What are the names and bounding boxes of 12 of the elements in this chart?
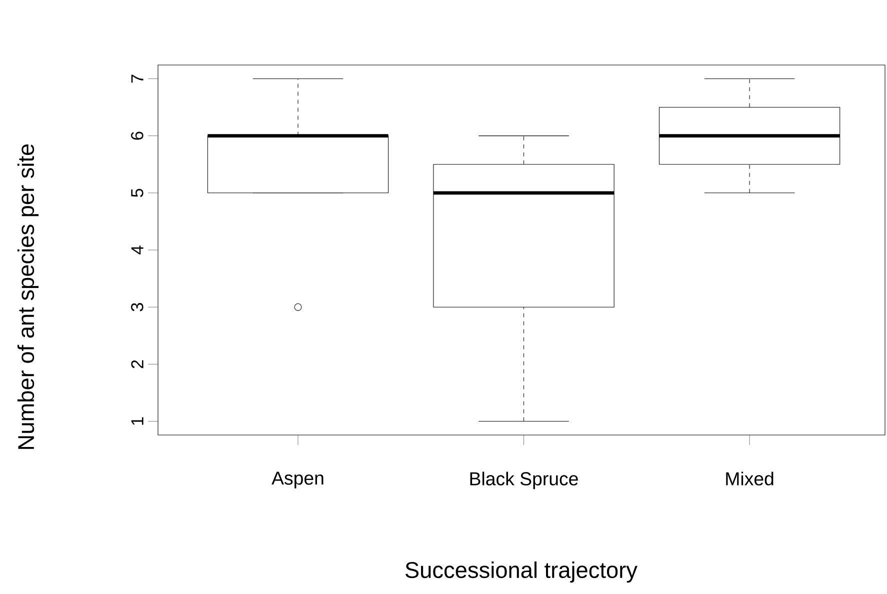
- x-tick-label: Black Spruce: [470, 472, 578, 490]
- y-tick-label: 5: [131, 188, 144, 198]
- y-tick-label: 3: [131, 303, 144, 312]
- x-tick-label: Aspen: [272, 472, 324, 488]
- y-tick-label: 6: [131, 132, 144, 140]
- x-axis-title: Successional trajectory: [406, 561, 638, 583]
- y-axis-title: Number of ant species per site: [17, 144, 39, 449]
- y-tick-label: 2: [131, 360, 144, 368]
- y-tick-label: 7: [131, 74, 144, 83]
- y-tick-label: 4: [131, 246, 144, 254]
- x-tick-label: Mixed: [726, 472, 774, 486]
- y-tick-label: 1: [131, 417, 144, 425]
